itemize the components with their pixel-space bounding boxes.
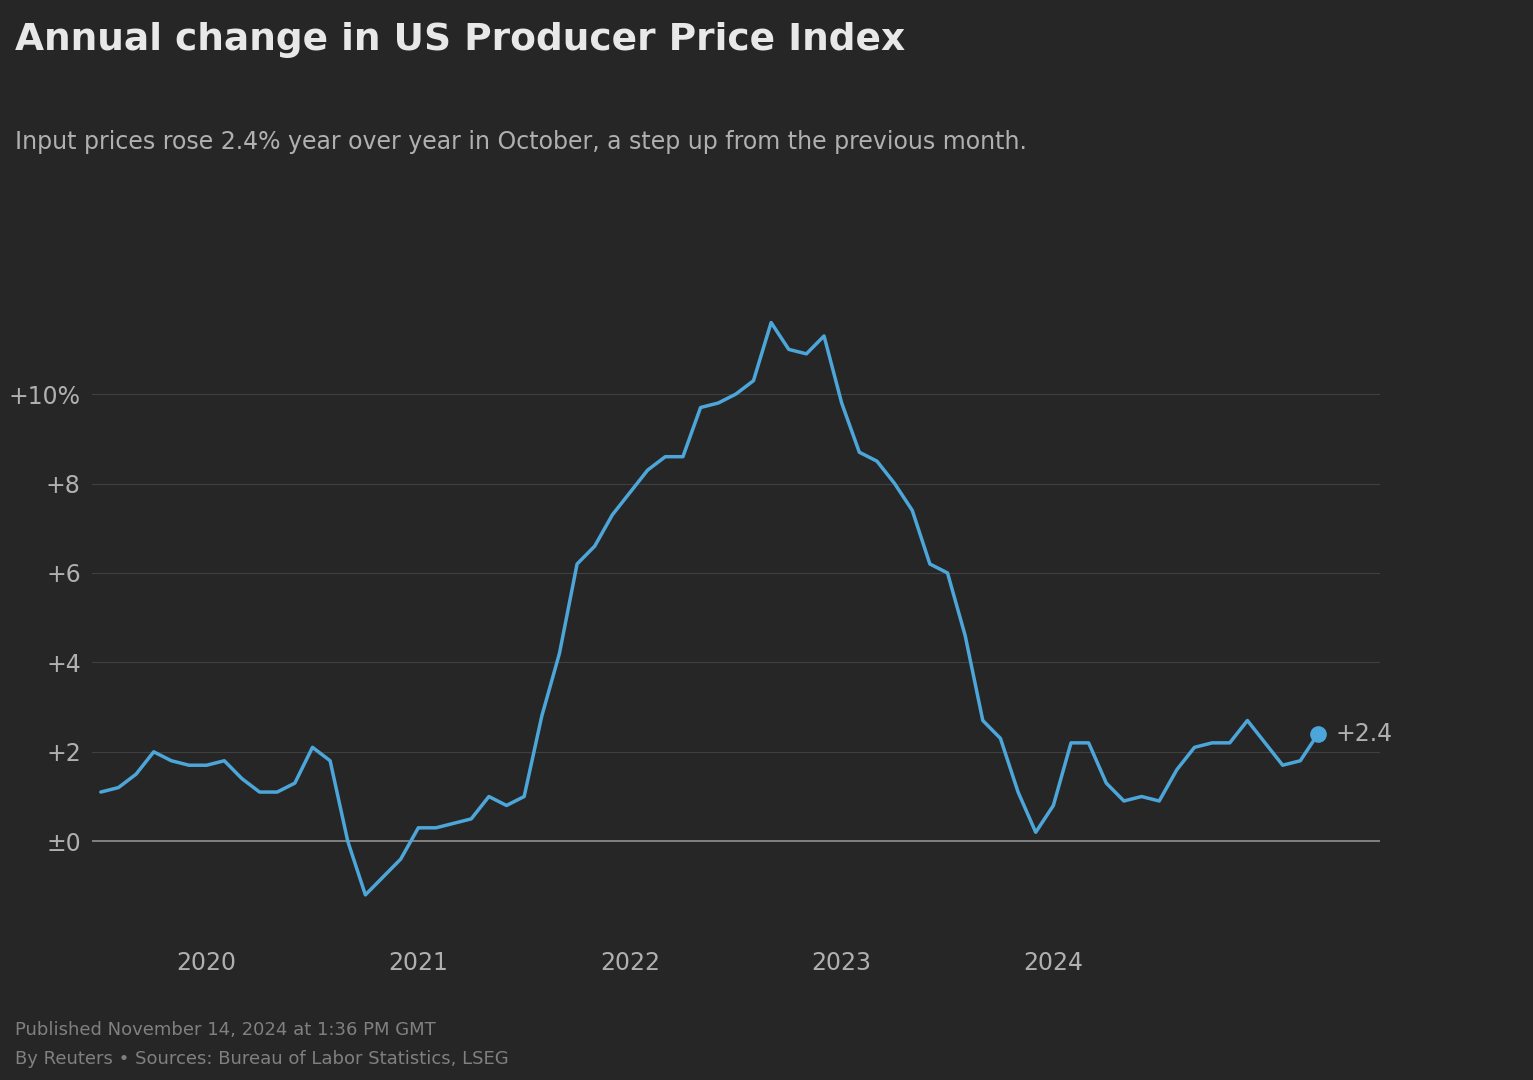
Text: +2.4: +2.4 — [1335, 721, 1392, 746]
Text: Input prices rose 2.4% year over year in October, a step up from the previous mo: Input prices rose 2.4% year over year in… — [15, 130, 1027, 153]
Text: Published November 14, 2024 at 1:36 PM GMT: Published November 14, 2024 at 1:36 PM G… — [15, 1021, 435, 1039]
Text: By Reuters • Sources: Bureau of Labor Statistics, LSEG: By Reuters • Sources: Bureau of Labor St… — [15, 1050, 509, 1068]
Text: Annual change in US Producer Price Index: Annual change in US Producer Price Index — [15, 22, 906, 57]
